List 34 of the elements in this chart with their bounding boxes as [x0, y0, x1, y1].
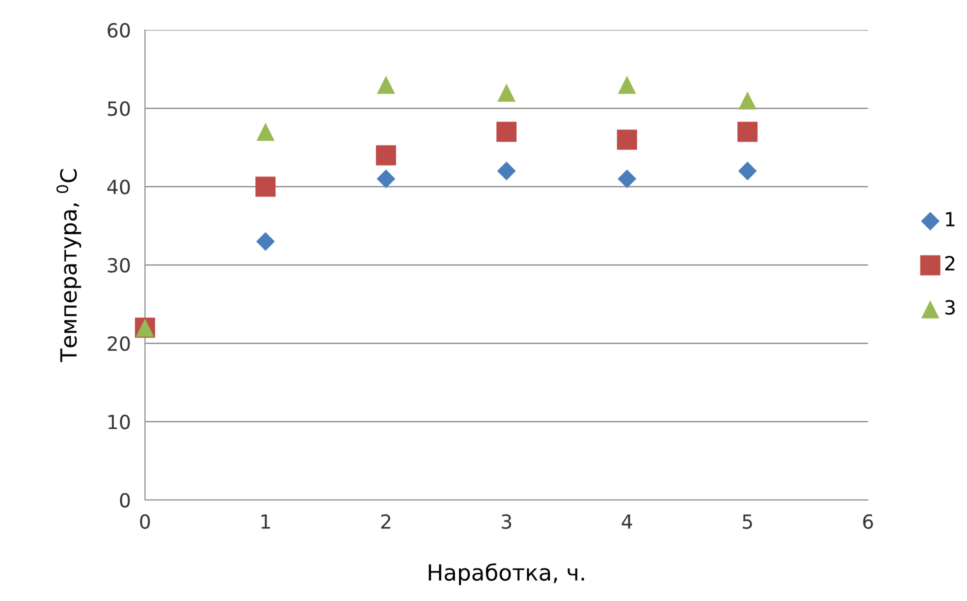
- point: [256, 232, 275, 251]
- legend-label: 1: [946, 212, 954, 226]
- point: [497, 162, 516, 180]
- x-tick-label: 4: [622, 514, 632, 529]
- y-tick-label: 60: [108, 22, 130, 38]
- x-tick-label: 2: [381, 514, 390, 529]
- point: [738, 91, 757, 110]
- x-tick-label: 1: [261, 514, 270, 529]
- y-tick-label: 0: [120, 492, 130, 508]
- x-tick-label: 0: [140, 514, 150, 529]
- point: [376, 145, 396, 166]
- point: [618, 76, 636, 94]
- point: [738, 162, 757, 180]
- point: [616, 130, 638, 150]
- point: [255, 176, 276, 197]
- y-tick-label: 20: [108, 336, 130, 351]
- point: [618, 170, 636, 188]
- y-tick-label: 10: [108, 414, 130, 430]
- point: [737, 122, 758, 142]
- point: [497, 84, 516, 102]
- x-axis-title: Наработка, ч.: [428, 563, 584, 586]
- y-tick-label: 40: [107, 180, 130, 194]
- point: [496, 122, 517, 142]
- y-tick-label: 50: [108, 101, 130, 116]
- y-axis-title: Температура, $^{0}$C: [56, 169, 82, 362]
- point: [376, 76, 396, 94]
- point: [376, 170, 396, 188]
- x-tick-label: 3: [502, 514, 512, 529]
- legend-label: 2: [945, 256, 954, 270]
- y-tick-label: 30: [108, 258, 130, 273]
- point: [256, 122, 275, 141]
- x-tick-label: 5: [742, 514, 752, 529]
- x-tick-label: 6: [863, 514, 873, 529]
- legend-label: 3: [945, 300, 955, 315]
